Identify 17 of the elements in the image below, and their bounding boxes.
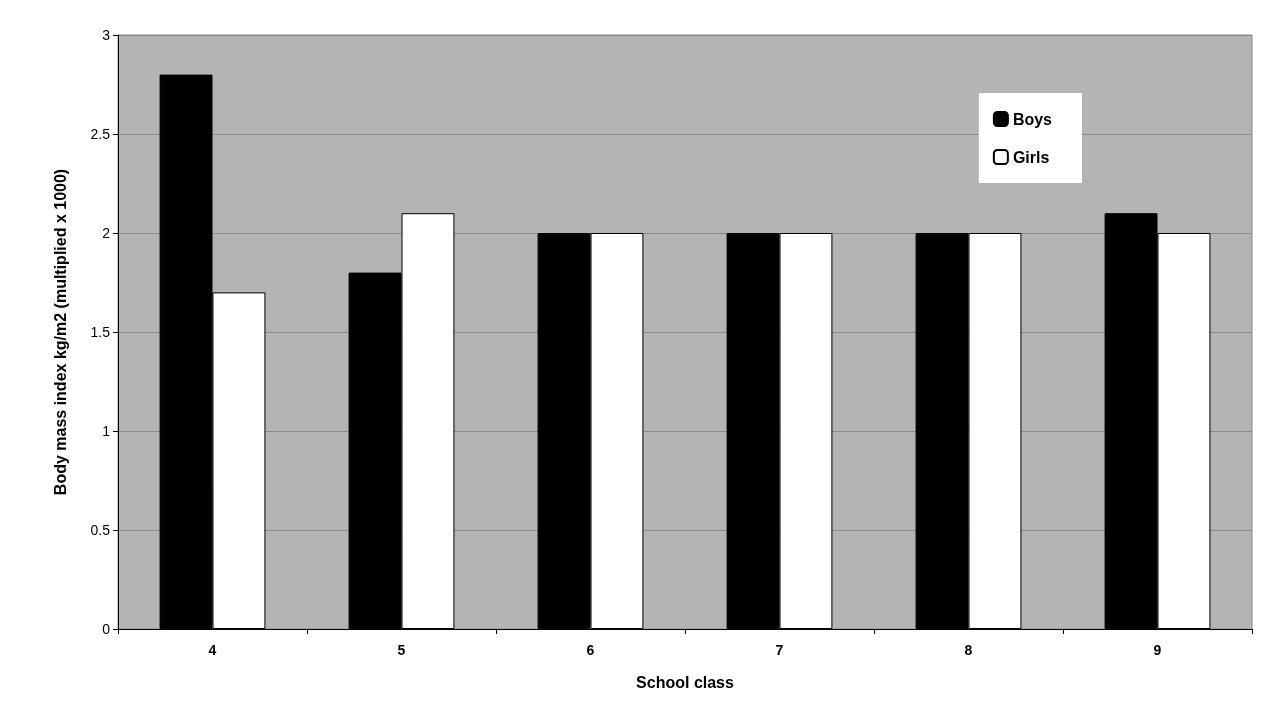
y-tick-label: 2 [102,225,111,241]
y-tick-label: 3 [102,27,111,43]
y-tick-label: 1 [102,423,111,439]
x-tick-label: 9 [1153,642,1162,658]
x-axis-title: School class [636,673,735,691]
x-tick-label: 8 [964,642,973,658]
x-tick-label: 5 [397,642,406,658]
y-tick-label: 1.5 [90,324,111,340]
y-tick-label: 0 [102,621,111,637]
x-tick-label: 4 [208,642,217,658]
legend-label: Boys [1012,110,1053,128]
y-tick-label: 2.5 [90,126,111,142]
x-tick-label: 6 [586,642,595,658]
y-tick-label: 0.5 [90,522,111,538]
y-axis-title: Body mass index kg/m2 (multiplied x 1000) [51,168,69,496]
x-tick-label: 7 [775,642,784,658]
legend-label: Girls [1012,148,1050,166]
